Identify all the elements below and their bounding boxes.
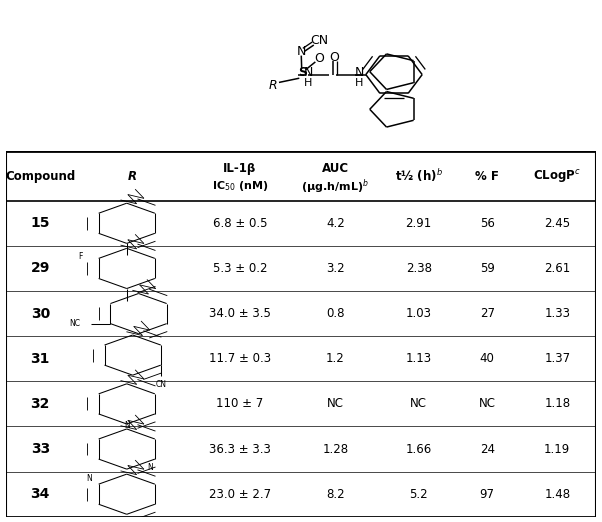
Text: H: H bbox=[355, 78, 364, 88]
Text: 1.48: 1.48 bbox=[544, 488, 570, 501]
Text: 15: 15 bbox=[31, 216, 50, 230]
Text: R: R bbox=[128, 170, 137, 183]
Text: 1.13: 1.13 bbox=[406, 352, 432, 365]
Text: t½ (h)$^{b}$: t½ (h)$^{b}$ bbox=[395, 168, 442, 184]
Text: 40: 40 bbox=[480, 352, 495, 365]
Text: (μg.h/mL)$^{b}$: (μg.h/mL)$^{b}$ bbox=[302, 177, 369, 196]
Text: 3.2: 3.2 bbox=[326, 262, 344, 275]
Text: IL-1β: IL-1β bbox=[223, 162, 256, 175]
Text: N: N bbox=[297, 45, 306, 58]
Text: 5.2: 5.2 bbox=[409, 488, 428, 501]
Text: 1.37: 1.37 bbox=[544, 352, 570, 365]
Text: NC: NC bbox=[410, 397, 427, 410]
Text: 5.3 ± 0.2: 5.3 ± 0.2 bbox=[213, 262, 267, 275]
Text: 1.66: 1.66 bbox=[406, 443, 432, 456]
Text: 1.2: 1.2 bbox=[326, 352, 344, 365]
Text: % F: % F bbox=[476, 170, 499, 183]
Text: 2.91: 2.91 bbox=[406, 217, 432, 230]
Text: N: N bbox=[355, 66, 364, 79]
Text: 29: 29 bbox=[31, 262, 50, 276]
Text: AUC: AUC bbox=[321, 162, 349, 175]
Text: NC: NC bbox=[479, 397, 495, 410]
Text: IC$_{50}$ (nM): IC$_{50}$ (nM) bbox=[211, 179, 268, 193]
Text: 0.8: 0.8 bbox=[326, 307, 344, 320]
Text: S: S bbox=[298, 66, 307, 79]
Text: 2.45: 2.45 bbox=[544, 217, 570, 230]
Text: 4.2: 4.2 bbox=[326, 217, 344, 230]
Text: N: N bbox=[303, 66, 313, 79]
Text: O: O bbox=[329, 51, 340, 64]
Text: 110 ± 7: 110 ± 7 bbox=[216, 397, 264, 410]
Text: 8.2: 8.2 bbox=[326, 488, 344, 501]
Text: 24: 24 bbox=[480, 443, 495, 456]
Text: 32: 32 bbox=[31, 397, 50, 411]
Text: 1.33: 1.33 bbox=[544, 307, 570, 320]
Text: NC: NC bbox=[327, 397, 344, 410]
Text: 59: 59 bbox=[480, 262, 495, 275]
Text: O: O bbox=[314, 52, 324, 65]
Text: 11.7 ± 0.3: 11.7 ± 0.3 bbox=[209, 352, 271, 365]
Text: 34: 34 bbox=[31, 487, 50, 501]
Text: N: N bbox=[86, 473, 92, 483]
Text: H: H bbox=[304, 78, 312, 88]
Text: 33: 33 bbox=[31, 442, 50, 456]
Text: N: N bbox=[124, 421, 129, 430]
Text: 31: 31 bbox=[31, 352, 50, 366]
Text: 36.3 ± 3.3: 36.3 ± 3.3 bbox=[209, 443, 271, 456]
Text: CN: CN bbox=[155, 379, 166, 389]
Text: CN: CN bbox=[310, 34, 328, 48]
Text: NC: NC bbox=[69, 319, 80, 328]
Text: Compound: Compound bbox=[5, 170, 75, 183]
Text: 56: 56 bbox=[480, 217, 495, 230]
Text: R: R bbox=[268, 79, 278, 92]
Text: 23.0 ± 2.7: 23.0 ± 2.7 bbox=[209, 488, 271, 501]
Text: 1.18: 1.18 bbox=[544, 397, 570, 410]
Text: 2.61: 2.61 bbox=[544, 262, 570, 275]
Text: CLogP$^{c}$: CLogP$^{c}$ bbox=[533, 168, 581, 185]
Text: N: N bbox=[147, 462, 153, 472]
Text: 34.0 ± 3.5: 34.0 ± 3.5 bbox=[209, 307, 271, 320]
Text: 27: 27 bbox=[480, 307, 495, 320]
Text: 2.38: 2.38 bbox=[406, 262, 432, 275]
Text: 30: 30 bbox=[31, 306, 50, 321]
Text: 1.19: 1.19 bbox=[544, 443, 570, 456]
Text: 1.03: 1.03 bbox=[406, 307, 432, 320]
Text: 97: 97 bbox=[480, 488, 495, 501]
Text: 1.28: 1.28 bbox=[322, 443, 349, 456]
Text: F: F bbox=[79, 252, 83, 261]
Text: 6.8 ± 0.5: 6.8 ± 0.5 bbox=[213, 217, 267, 230]
